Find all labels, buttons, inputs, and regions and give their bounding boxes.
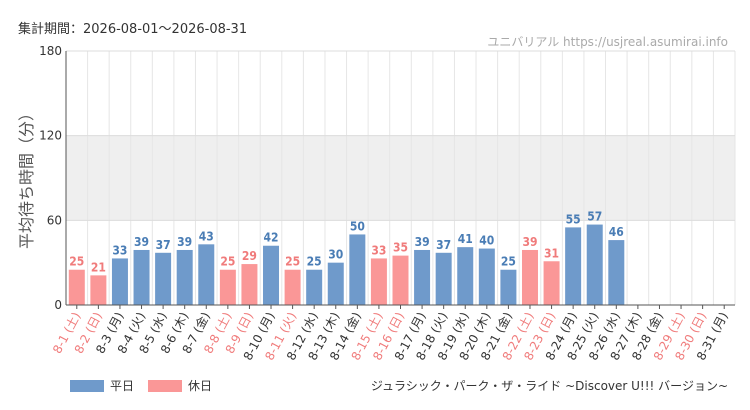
data-label: 57 bbox=[587, 210, 602, 224]
data-label: 37 bbox=[156, 238, 171, 252]
label-layer: 25 21 33 39 37 39 43 25 29 42 25 25 30 50 33 35 39 37 41 40… bbox=[69, 210, 624, 275]
legend-label-weekday: 平日 bbox=[110, 379, 135, 393]
legend: 平日 休日 bbox=[70, 377, 212, 394]
data-label: 42 bbox=[264, 231, 279, 245]
data-label: 39 bbox=[177, 235, 192, 249]
legend-item-weekday: 平日 bbox=[70, 377, 134, 394]
data-label: 30 bbox=[328, 248, 343, 262]
bar bbox=[478, 248, 495, 305]
data-label: 31 bbox=[544, 246, 559, 260]
shaded-band bbox=[66, 135, 735, 221]
data-label: 29 bbox=[242, 249, 257, 263]
data-label: 25 bbox=[307, 255, 322, 269]
bar bbox=[349, 234, 366, 305]
data-label: 25 bbox=[501, 255, 516, 269]
bar bbox=[370, 258, 387, 305]
data-label: 40 bbox=[479, 234, 494, 248]
bar bbox=[68, 269, 85, 305]
bar bbox=[392, 255, 409, 305]
bar bbox=[155, 252, 172, 305]
y-tick-label: 60 bbox=[47, 213, 62, 227]
bar bbox=[111, 258, 128, 305]
bar bbox=[457, 247, 474, 305]
bar bbox=[284, 269, 301, 305]
collection-period: 集計期間：2026-08-01〜2026-08-31 bbox=[18, 22, 248, 37]
bar bbox=[306, 269, 323, 305]
data-label: 41 bbox=[458, 232, 473, 246]
bar-layer bbox=[68, 224, 625, 305]
data-label: 21 bbox=[91, 260, 106, 274]
bar bbox=[90, 275, 107, 305]
data-label: 39 bbox=[522, 235, 537, 249]
bar bbox=[219, 269, 236, 305]
attraction-name: ジュラシック・パーク・ザ・ライド ~Discover U!!! バージョン~ bbox=[370, 379, 728, 393]
bar bbox=[198, 244, 215, 305]
bar bbox=[435, 252, 452, 305]
legend-item-holiday: 休日 bbox=[148, 377, 212, 394]
y-tick-label: 120 bbox=[39, 129, 62, 143]
bar bbox=[241, 264, 258, 305]
data-label: 37 bbox=[436, 238, 451, 252]
data-label: 25 bbox=[69, 255, 84, 269]
data-label: 25 bbox=[220, 255, 235, 269]
bar bbox=[521, 249, 538, 305]
bar bbox=[176, 249, 193, 305]
legend-swatch-holiday bbox=[148, 379, 183, 392]
bar bbox=[586, 224, 603, 305]
y-tick-label: 180 bbox=[39, 44, 62, 58]
legend-label-holiday: 休日 bbox=[188, 379, 213, 393]
bar bbox=[327, 262, 344, 305]
bar bbox=[414, 249, 431, 305]
data-label: 55 bbox=[566, 212, 581, 226]
bar bbox=[608, 240, 625, 305]
data-label: 35 bbox=[393, 241, 408, 255]
data-label: 33 bbox=[371, 243, 386, 257]
bar bbox=[133, 249, 150, 305]
y-axis-label: 平均待ち時間（分） bbox=[17, 105, 36, 249]
site-credit: ユニバリアル https://usjreal.asumirai.info bbox=[487, 35, 728, 49]
legend-swatch-weekday bbox=[70, 379, 104, 392]
data-label: 25 bbox=[285, 255, 300, 269]
bar bbox=[500, 269, 517, 305]
bar bbox=[565, 227, 582, 305]
data-label: 43 bbox=[199, 229, 214, 243]
data-label: 33 bbox=[112, 243, 127, 257]
y-tick-label: 0 bbox=[54, 298, 62, 312]
bar bbox=[543, 261, 560, 305]
data-label: 39 bbox=[134, 235, 149, 249]
data-label: 46 bbox=[609, 225, 624, 239]
bar bbox=[263, 245, 280, 305]
data-label: 39 bbox=[415, 235, 430, 249]
data-label: 50 bbox=[350, 219, 365, 233]
